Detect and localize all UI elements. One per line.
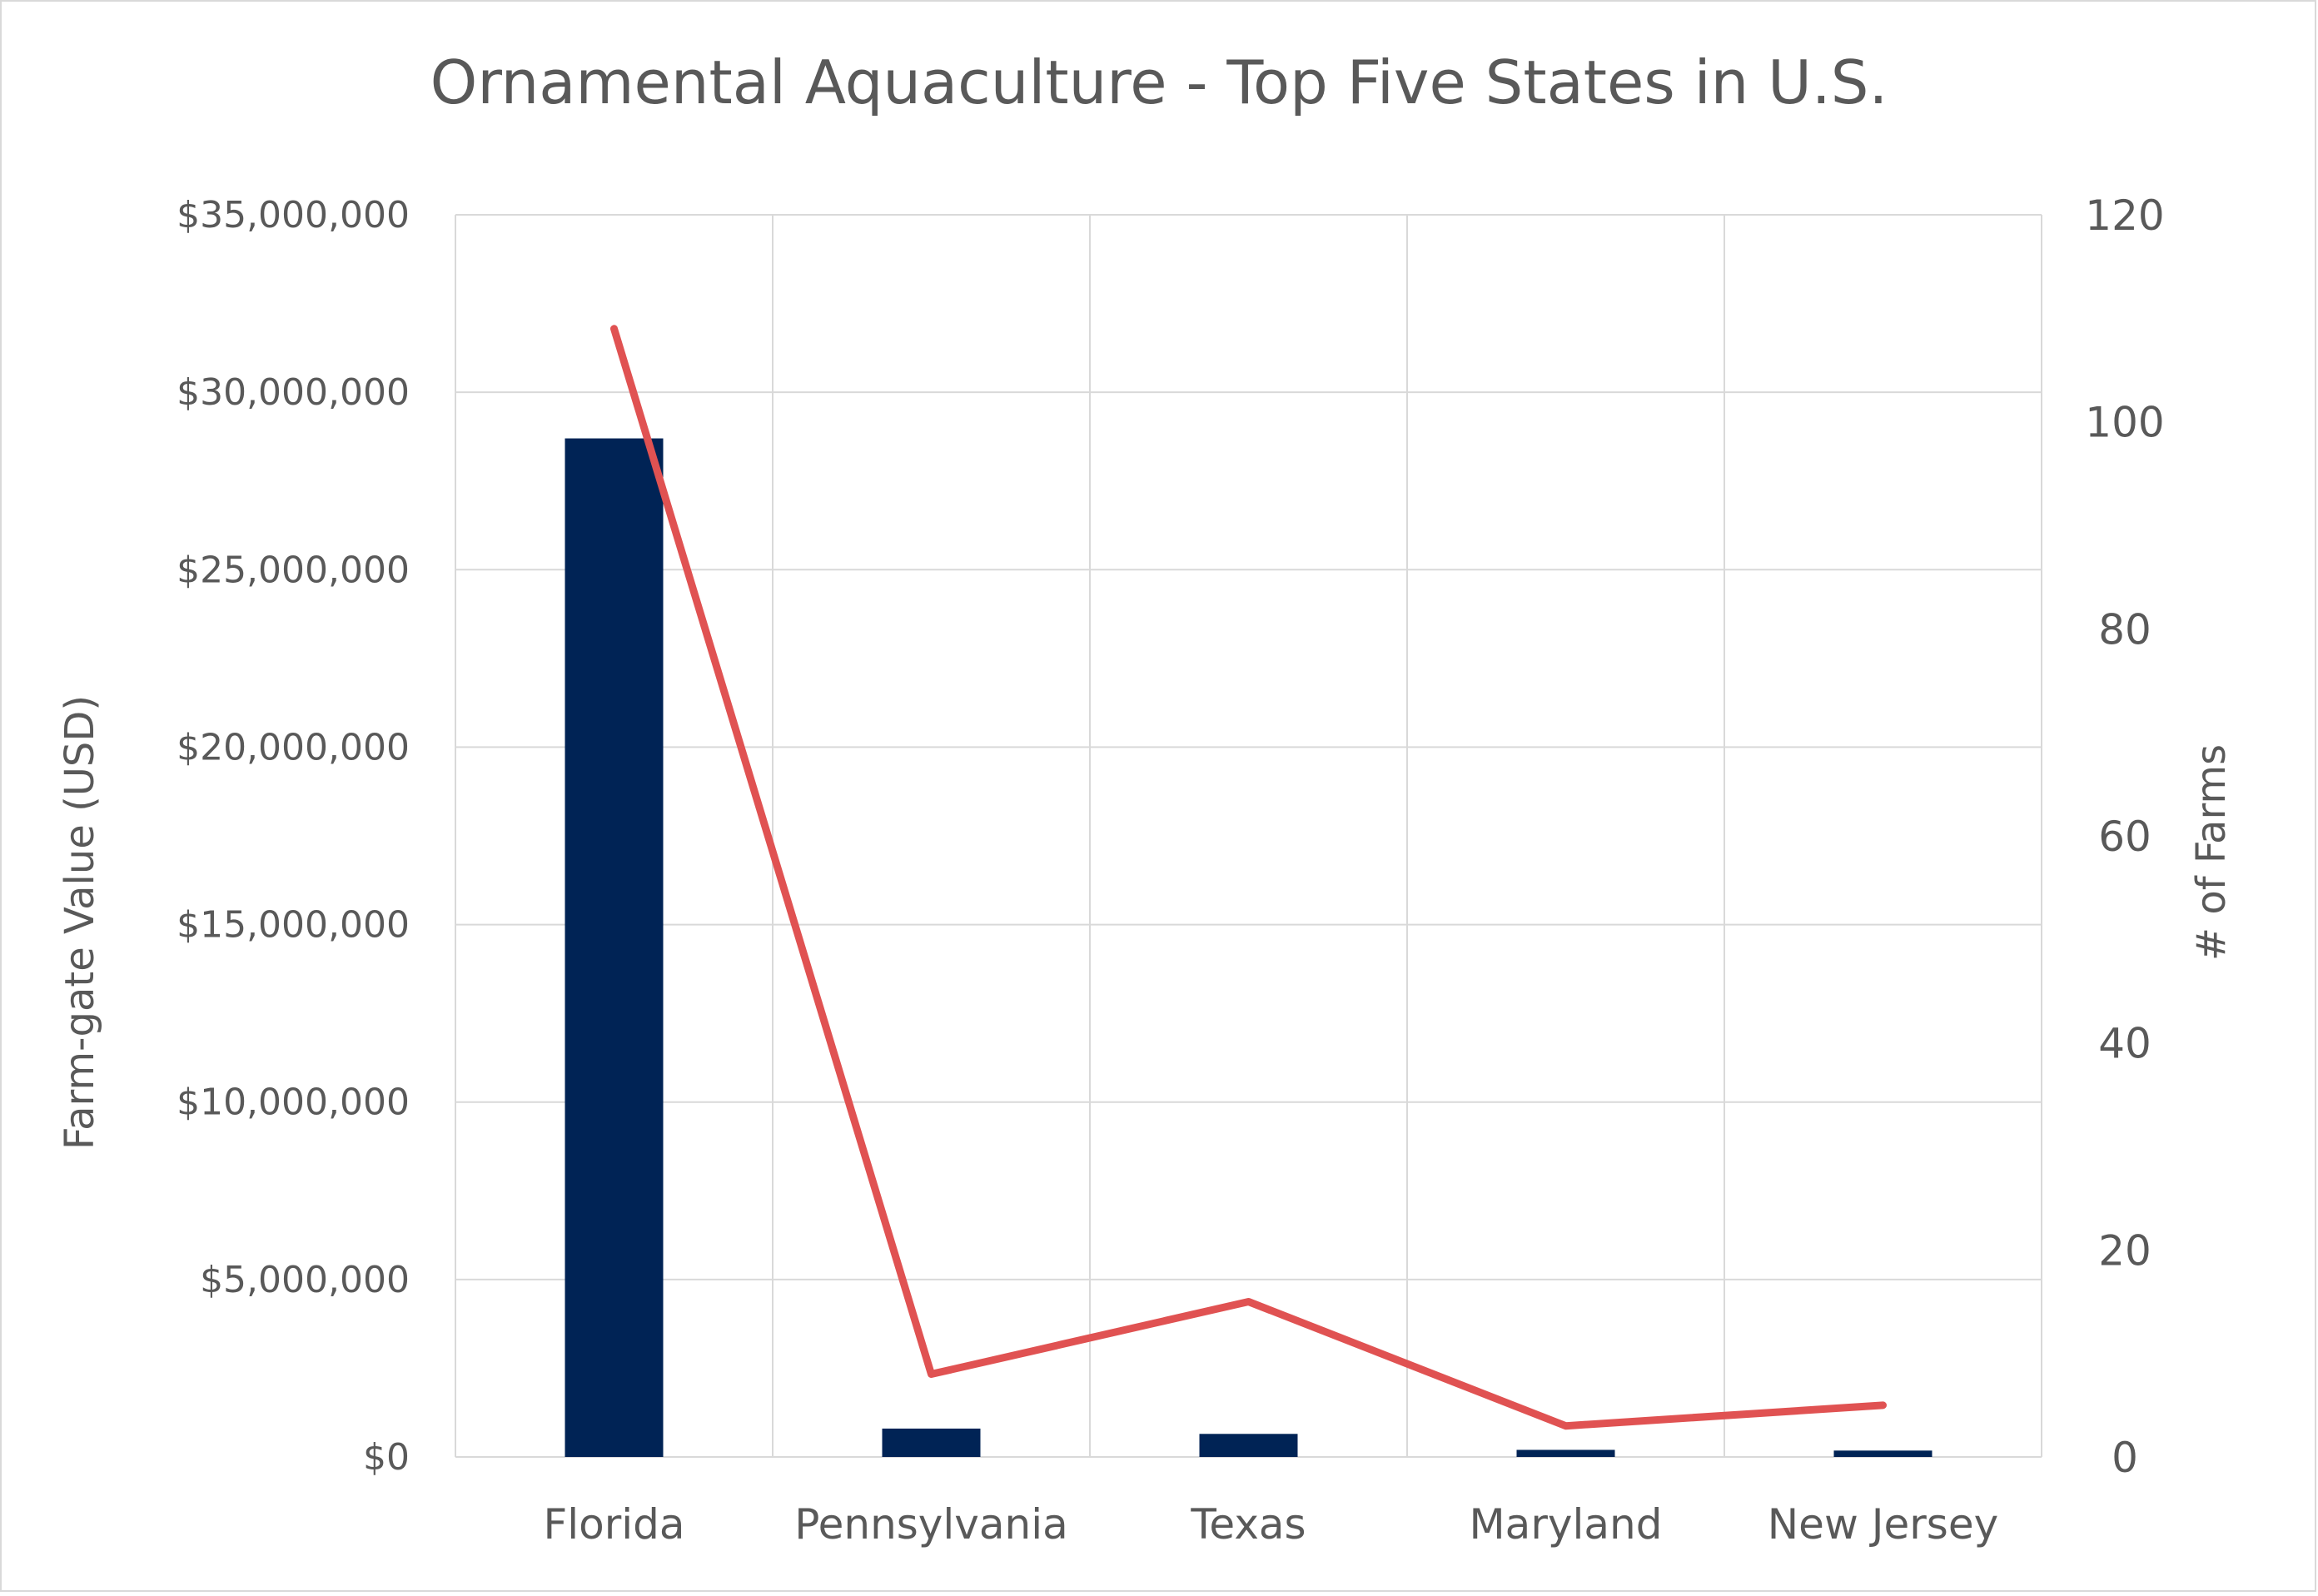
right-axis-ticks: 0 20 40 60 80 100 120: [2085, 191, 2164, 1482]
x-category-label: Maryland: [1470, 1500, 1663, 1549]
y-tick-label: $0: [363, 1436, 410, 1479]
bar: [1834, 1450, 1932, 1457]
gridlines: [455, 215, 2042, 1457]
y-tick-label: $20,000,000: [177, 726, 410, 768]
bar: [1200, 1434, 1298, 1457]
y2-tick-label: 80: [2098, 605, 2151, 654]
y2-tick-label: 60: [2098, 813, 2151, 861]
y-tick-label: $10,000,000: [177, 1081, 410, 1124]
y2-tick-label: 40: [2098, 1020, 2151, 1068]
y-tick-label: $5,000,000: [200, 1259, 410, 1301]
y2-tick-label: 100: [2085, 399, 2164, 447]
left-axis-ticks: $0 $5,000,000 $10,000,000 $15,000,000 $20,00…: [177, 194, 410, 1479]
x-category-label: Texas: [1190, 1500, 1306, 1549]
category-labels: Florida Pennsylvania Texas Maryland New Jers…: [543, 1500, 1998, 1549]
line-series: [614, 329, 1883, 1426]
bar: [1517, 1449, 1615, 1457]
y-tick-label: $35,000,000: [177, 194, 410, 236]
y2-tick-label: 0: [2112, 1434, 2138, 1482]
y-tick-label: $30,000,000: [177, 371, 410, 414]
y2-axis-title: # of Farms: [2188, 744, 2235, 961]
y2-tick-label: 120: [2085, 191, 2164, 240]
y-tick-label: $25,000,000: [177, 549, 410, 591]
y2-tick-label: 20: [2098, 1226, 2151, 1275]
bar: [883, 1429, 981, 1457]
y-axis-title: Farm-gate Value (USD): [57, 695, 103, 1150]
x-category-label: Pennsylvania: [794, 1500, 1068, 1549]
chart-title: Ornamental Aquaculture - Top Five States…: [430, 47, 1888, 117]
y-tick-label: $15,000,000: [177, 904, 410, 947]
bar: [565, 439, 664, 1457]
farms-line: [614, 329, 1883, 1426]
x-category-label: New Jersey: [1768, 1500, 1998, 1549]
x-category-label: Florida: [543, 1500, 684, 1549]
